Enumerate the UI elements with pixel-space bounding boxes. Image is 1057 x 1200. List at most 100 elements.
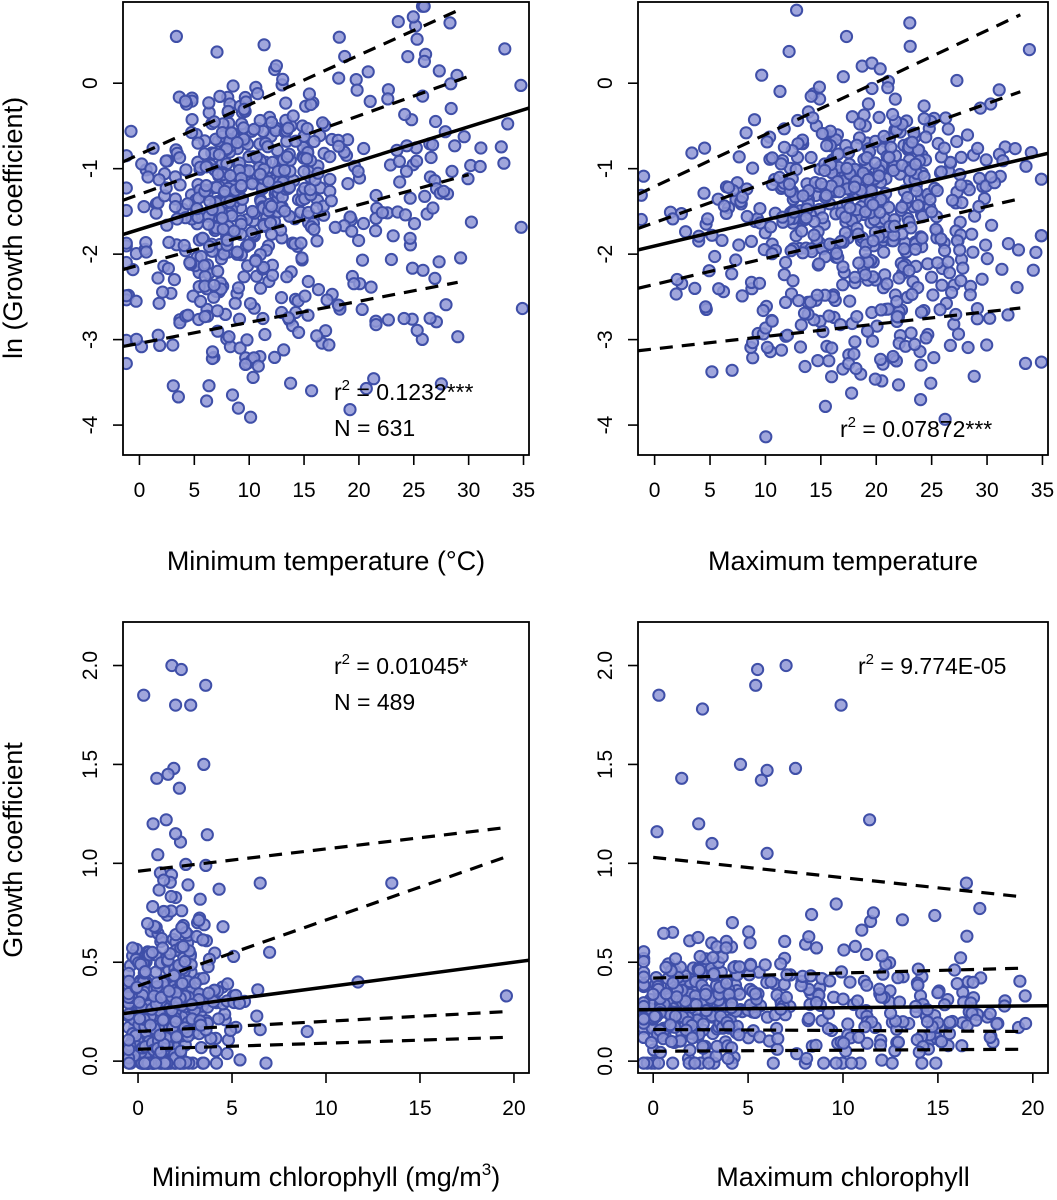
data-point <box>143 1018 157 1032</box>
data-point <box>295 251 309 265</box>
data-point <box>965 227 979 241</box>
data-point <box>925 205 939 219</box>
y-tick-label: -3 <box>79 330 102 349</box>
data-point <box>253 113 267 128</box>
data-point <box>773 84 787 99</box>
data-point <box>501 117 515 131</box>
data-point <box>782 177 797 191</box>
quantile-line-3 <box>653 1027 1024 1034</box>
data-point <box>149 1056 163 1070</box>
data-point <box>167 273 181 287</box>
data-point <box>268 350 282 364</box>
data-point <box>196 933 210 947</box>
x-axis-title: Minimum temperature (°C) <box>167 546 485 576</box>
x-tick-label: 5 <box>226 1097 238 1120</box>
data-point <box>176 939 190 954</box>
data-point <box>938 412 952 426</box>
data-point <box>810 288 824 302</box>
data-point <box>774 957 788 971</box>
data-point <box>205 345 220 359</box>
data-point <box>209 1056 224 1070</box>
data-point <box>355 253 370 267</box>
data-point <box>758 958 772 972</box>
data-point <box>416 263 430 277</box>
data-point <box>417 2 431 13</box>
data-point <box>966 245 980 259</box>
data-point <box>943 338 958 352</box>
quantile-line-4 <box>638 306 1021 353</box>
data-point <box>749 678 763 692</box>
data-point <box>818 163 832 178</box>
data-point <box>638 1056 651 1070</box>
data-point <box>445 164 459 178</box>
data-point <box>220 1046 234 1061</box>
data-point <box>300 1024 314 1039</box>
data-point <box>1026 263 1040 277</box>
data-point <box>866 198 880 212</box>
r-squared-annotation: r2 = 0.1232*** <box>334 377 473 405</box>
data-point <box>884 1006 898 1020</box>
x-tick-label: 30 <box>457 479 480 502</box>
x-tick-label: 0 <box>134 479 146 502</box>
data-point <box>343 403 357 417</box>
data-point <box>269 59 283 73</box>
data-point <box>705 365 719 379</box>
data-point <box>230 245 244 259</box>
data-point <box>779 990 794 1005</box>
data-point <box>804 969 818 983</box>
y-axis-title: Growth coefficient <box>0 742 28 958</box>
x-tick-label: 5 <box>704 479 716 502</box>
quantile-line-4 <box>123 280 458 349</box>
plot-frame <box>637 1 1049 456</box>
data-point <box>659 987 673 1001</box>
data-point <box>882 150 896 164</box>
data-point <box>352 233 366 248</box>
data-point <box>930 256 945 270</box>
data-point <box>756 303 770 318</box>
data-point <box>685 146 699 160</box>
data-point <box>911 198 925 212</box>
data-point <box>950 134 964 149</box>
data-point <box>923 192 937 207</box>
data-point <box>774 157 788 171</box>
y-tick-label: -1 <box>594 159 617 178</box>
data-point <box>434 377 448 391</box>
data-point <box>426 201 440 215</box>
data-point <box>207 278 221 292</box>
data-point <box>886 349 900 364</box>
data-point <box>350 83 364 97</box>
data-point <box>902 263 916 278</box>
data-point <box>164 889 178 904</box>
data-point <box>715 233 729 247</box>
data-point <box>821 1022 836 1036</box>
data-point <box>858 245 873 259</box>
data-point <box>179 163 193 177</box>
data-point <box>807 228 821 242</box>
data-point <box>638 169 651 183</box>
data-point <box>197 1056 211 1070</box>
data-point <box>443 16 457 30</box>
data-point <box>320 293 334 307</box>
data-point <box>992 83 1006 97</box>
y-tick-label: 0 <box>594 77 617 89</box>
data-point <box>169 1015 183 1029</box>
data-point <box>914 305 929 319</box>
data-point <box>905 135 919 149</box>
data-point <box>444 101 458 116</box>
data-point <box>706 951 720 965</box>
data-point <box>1022 43 1037 57</box>
data-point <box>247 122 261 136</box>
data-point <box>384 252 398 267</box>
data-point <box>764 220 778 234</box>
data-point <box>123 236 133 250</box>
data-point <box>439 298 453 312</box>
data-point <box>393 175 407 189</box>
data-point <box>779 255 793 270</box>
data-point <box>240 333 254 347</box>
data-point <box>161 261 175 276</box>
data-point <box>725 267 739 281</box>
data-point <box>688 281 702 295</box>
x-tick-label: 0 <box>649 479 661 502</box>
data-point <box>933 303 947 317</box>
data-point <box>215 211 229 225</box>
